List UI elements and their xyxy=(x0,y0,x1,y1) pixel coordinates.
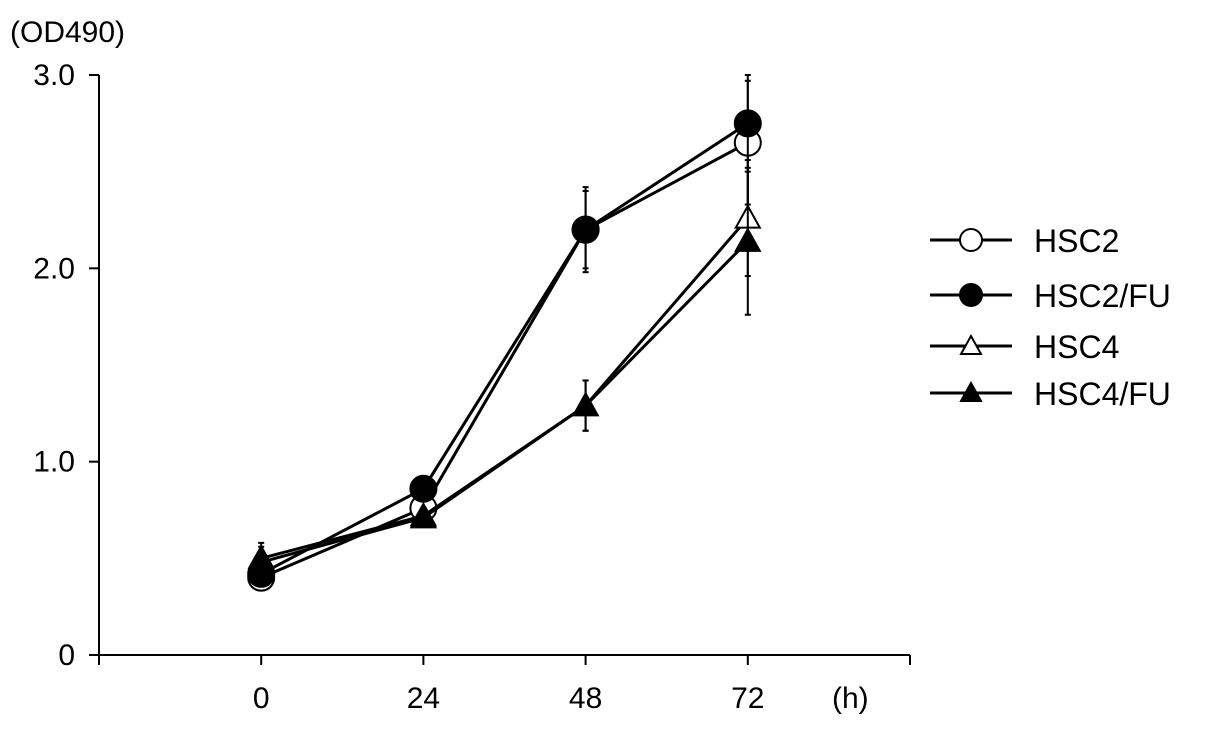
legend-label: HSC2 xyxy=(1034,223,1119,259)
data-point-hsc4-fu xyxy=(734,227,762,252)
y-tick-label: 2.0 xyxy=(33,252,75,285)
series-line-hsc4-fu xyxy=(260,240,749,564)
x-tick-label: 72 xyxy=(731,682,764,715)
series-line-hsc4 xyxy=(260,217,749,560)
x-tick-label: 24 xyxy=(407,682,440,715)
data-point-hsc2-fu xyxy=(409,474,438,503)
legend: HSC2 HSC2/FU HSC4 HSC4/FU xyxy=(930,223,1171,412)
data-point-hsc4-fu xyxy=(247,548,275,573)
legend-marker-hsc2 xyxy=(959,228,983,252)
data-point-hsc4-fu xyxy=(409,503,438,529)
series-hsc2-fu xyxy=(247,74,762,588)
legend-label: HSC2/FU xyxy=(1034,278,1171,314)
legend-item-hsc2: HSC2 xyxy=(930,223,1119,259)
legend-item-hsc4: HSC4 xyxy=(930,329,1119,365)
data-point-hsc4-fu xyxy=(571,391,600,417)
series-hsc2 xyxy=(247,79,762,592)
series-hsc4-fu xyxy=(247,166,762,579)
legend-item-hsc4-fu: HSC4/FU xyxy=(930,376,1171,412)
y-tick-label: 1.0 xyxy=(33,446,75,479)
legend-marker-hsc2-fu xyxy=(959,283,983,307)
legend-label: HSC4 xyxy=(1034,329,1119,365)
legend-marker-hsc4 xyxy=(959,333,983,355)
y-axis-unit-label: (OD490) xyxy=(10,16,125,49)
axes: 0 1.0 2.0 3.0 0 24 48 72 xyxy=(33,59,911,715)
data-point-hsc2-fu xyxy=(733,109,762,138)
y-tick-label: 3.0 xyxy=(33,59,75,92)
data-point-hsc2-fu xyxy=(571,215,600,244)
x-tick-label: 48 xyxy=(569,682,602,715)
legend-marker-hsc4-fu xyxy=(959,380,983,402)
series-layer xyxy=(247,74,762,592)
legend-item-hsc2-fu: HSC2/FU xyxy=(930,278,1171,314)
series-line-hsc2 xyxy=(260,141,749,580)
legend-label: HSC4/FU xyxy=(1034,376,1171,412)
x-axis-unit-label: (h) xyxy=(832,682,869,715)
x-tick-label: 0 xyxy=(253,682,270,715)
series-line-hsc2-fu xyxy=(260,122,749,576)
y-tick-label: 0 xyxy=(58,639,75,672)
